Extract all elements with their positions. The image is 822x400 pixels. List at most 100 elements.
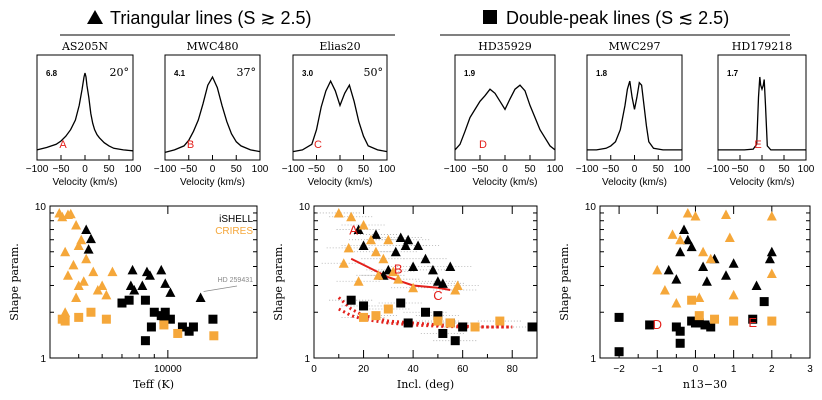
inclination-label: 50° bbox=[364, 66, 384, 79]
data-point-triangle bbox=[698, 246, 709, 257]
data-point-square bbox=[675, 326, 685, 336]
data-point-square bbox=[645, 320, 655, 330]
shape-value: 1.8 bbox=[596, 69, 608, 78]
x-tick-label: 0 bbox=[693, 364, 699, 375]
profile-letter: D bbox=[479, 139, 487, 151]
data-point-triangle bbox=[85, 233, 96, 244]
data-point-square bbox=[86, 307, 96, 317]
triangle-icon bbox=[87, 10, 103, 24]
data-point-square bbox=[140, 336, 150, 346]
data-point-triangle bbox=[395, 232, 406, 243]
data-point-square bbox=[706, 322, 716, 332]
data-point-triangle bbox=[671, 298, 682, 308]
point-label-e: E bbox=[748, 315, 757, 330]
data-point-triangle bbox=[370, 246, 381, 257]
data-point-square bbox=[371, 311, 381, 321]
data-point-square bbox=[165, 314, 175, 324]
line-profile bbox=[292, 79, 388, 153]
y-tick-label: 10 bbox=[299, 202, 311, 213]
x-tick-label: 50 bbox=[358, 164, 370, 175]
data-point-triangle bbox=[675, 246, 686, 257]
data-point-triangle bbox=[764, 253, 775, 264]
data-point-square bbox=[433, 316, 443, 326]
y-axis-label: Shape param. bbox=[272, 243, 285, 321]
data-point-square bbox=[527, 322, 537, 332]
data-point-triangle bbox=[698, 261, 709, 271]
data-point-triangle bbox=[73, 240, 84, 250]
x-tick-label: −50 bbox=[732, 164, 749, 175]
data-point-triangle bbox=[101, 289, 112, 300]
model-curve-dotted-2 bbox=[338, 307, 513, 329]
point-label-d: D bbox=[653, 317, 662, 332]
y-tick-label: 1 bbox=[590, 354, 596, 365]
data-point-triangle bbox=[346, 211, 357, 222]
data-point-triangle bbox=[724, 232, 735, 243]
y-axis-label: Shape param. bbox=[8, 243, 21, 321]
data-point-triangle bbox=[690, 210, 701, 221]
data-point-triangle bbox=[413, 240, 424, 250]
data-point-square bbox=[470, 322, 480, 332]
data-point-triangle bbox=[71, 292, 82, 303]
x-axis-label: Velocity (km/s) bbox=[729, 177, 794, 188]
x-tick-label: 100 bbox=[547, 164, 564, 175]
x-tick-label: −50 bbox=[53, 164, 70, 175]
data-point-triangle bbox=[705, 253, 716, 264]
data-point-triangle bbox=[60, 246, 71, 257]
line-profile bbox=[36, 72, 134, 152]
panel-title: AS205N bbox=[61, 40, 108, 53]
annotation-label: HD 259431 bbox=[218, 277, 254, 284]
data-point-square bbox=[160, 307, 170, 317]
y-tick-label: 10 bbox=[35, 202, 47, 213]
point-label-b: B bbox=[394, 261, 403, 276]
point-label-c: C bbox=[433, 288, 442, 303]
x-tick-label: 0 bbox=[311, 364, 317, 375]
line-profile bbox=[587, 80, 682, 151]
x-tick-label: −100 bbox=[26, 164, 49, 175]
shape-value: 3.0 bbox=[302, 69, 314, 78]
x-axis-label: Velocity (km/s) bbox=[52, 177, 117, 188]
profile-panel-hd35929: HD35929 1.9 D −100 −50 0 50 100 Velocity (km/s) bbox=[444, 40, 564, 188]
x-tick-label: 0 bbox=[632, 164, 638, 175]
panel-title: HD179218 bbox=[732, 40, 792, 53]
data-point-square bbox=[117, 298, 127, 308]
data-point-triangle bbox=[68, 259, 79, 270]
profile-panel-as205n: AS205N 6.8 20° A −100 −50 0 50 100 Velocity (km/s… bbox=[26, 40, 142, 188]
series-crires-triangular bbox=[333, 207, 463, 295]
data-point-triangle bbox=[76, 234, 87, 245]
data-point-square bbox=[101, 314, 111, 324]
data-point-square bbox=[74, 312, 84, 322]
scatter-panel-2: 1 10 0 20 40 60 80 Incl. (deg) Shape param. A B C bbox=[272, 202, 538, 391]
header-right-text: Double-peak lines (S ≲ 2.5) bbox=[506, 8, 729, 28]
panel-frame bbox=[49, 205, 258, 359]
x-tick-label: 1 bbox=[731, 364, 737, 375]
series-ishell-double-peak bbox=[614, 297, 769, 357]
x-tick-label: 40 bbox=[408, 364, 420, 375]
data-point-triangle bbox=[78, 276, 89, 286]
shape-value: 4.1 bbox=[174, 69, 186, 78]
x-tick-label: 3 bbox=[807, 364, 813, 375]
data-point-triangle bbox=[358, 240, 369, 250]
x-tick-label: 0 bbox=[502, 164, 508, 175]
x-tick-label: 50 bbox=[524, 164, 536, 175]
data-point-triangle bbox=[437, 278, 448, 288]
data-point-triangle bbox=[652, 264, 663, 275]
profile-letter: B bbox=[187, 139, 194, 151]
panel-title: HD35929 bbox=[478, 40, 531, 53]
x-tick-label: 100 bbox=[379, 164, 396, 175]
data-point-triangle bbox=[751, 280, 762, 290]
data-point-square bbox=[614, 347, 624, 357]
x-tick-label: 100 bbox=[798, 164, 815, 175]
series-crires-double-peak bbox=[359, 304, 505, 332]
line-profile bbox=[454, 84, 556, 151]
data-point-square bbox=[433, 311, 443, 321]
y-tick-label: 10 bbox=[585, 202, 597, 213]
panel-frame bbox=[599, 205, 811, 359]
shape-value: 1.7 bbox=[727, 69, 739, 78]
data-point-triangle bbox=[160, 278, 171, 288]
data-point-square bbox=[146, 322, 156, 332]
x-tick-label: 10000 bbox=[154, 364, 182, 375]
data-point-triangle bbox=[62, 270, 73, 280]
data-point-triangle bbox=[65, 208, 76, 219]
data-point-triangle bbox=[701, 276, 712, 286]
data-point-triangle bbox=[137, 280, 148, 290]
